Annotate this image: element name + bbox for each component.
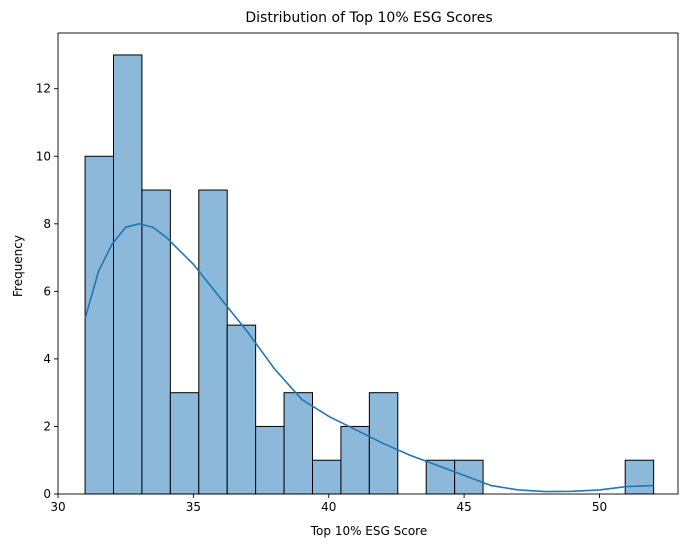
y-tick-label: 8 [43,217,51,231]
histogram-bar [624,459,655,495]
chart-title: Distribution of Top 10% ESG Scores [245,10,492,26]
y-tick-label: 4 [43,352,51,366]
histogram-bar [84,155,115,495]
x-tick-label: 40 [321,500,336,514]
histogram-bar [141,189,171,495]
y-tick-label: 6 [43,284,51,298]
y-axis-label: Frequency [11,235,25,297]
axes-frame [57,32,679,495]
x-tick-label: 50 [592,500,607,514]
histogram-bar [283,392,313,495]
y-tick-label: 10 [36,149,51,163]
y-tick-label: 12 [36,82,51,96]
histogram-bar [255,425,285,495]
histogram-bar [169,392,200,495]
x-axis-label: Top 10% ESG Score [310,524,427,538]
x-tick-label: 45 [456,500,471,514]
x-tick-label: 30 [50,500,65,514]
x-tick-label: 35 [186,500,201,514]
kde-line [84,222,654,493]
histogram-bar [425,459,456,495]
y-tick-label: 0 [43,487,51,501]
histogram-bar [113,54,143,495]
histogram-bar [340,425,370,495]
histogram-bar [226,324,257,495]
y-tick-label: 2 [43,419,51,433]
histogram-bar [198,189,228,495]
plot-area: 30 35 40 45 50 0 2 4 6 8 10 12 [36,32,679,514]
histogram-bar [311,459,342,495]
